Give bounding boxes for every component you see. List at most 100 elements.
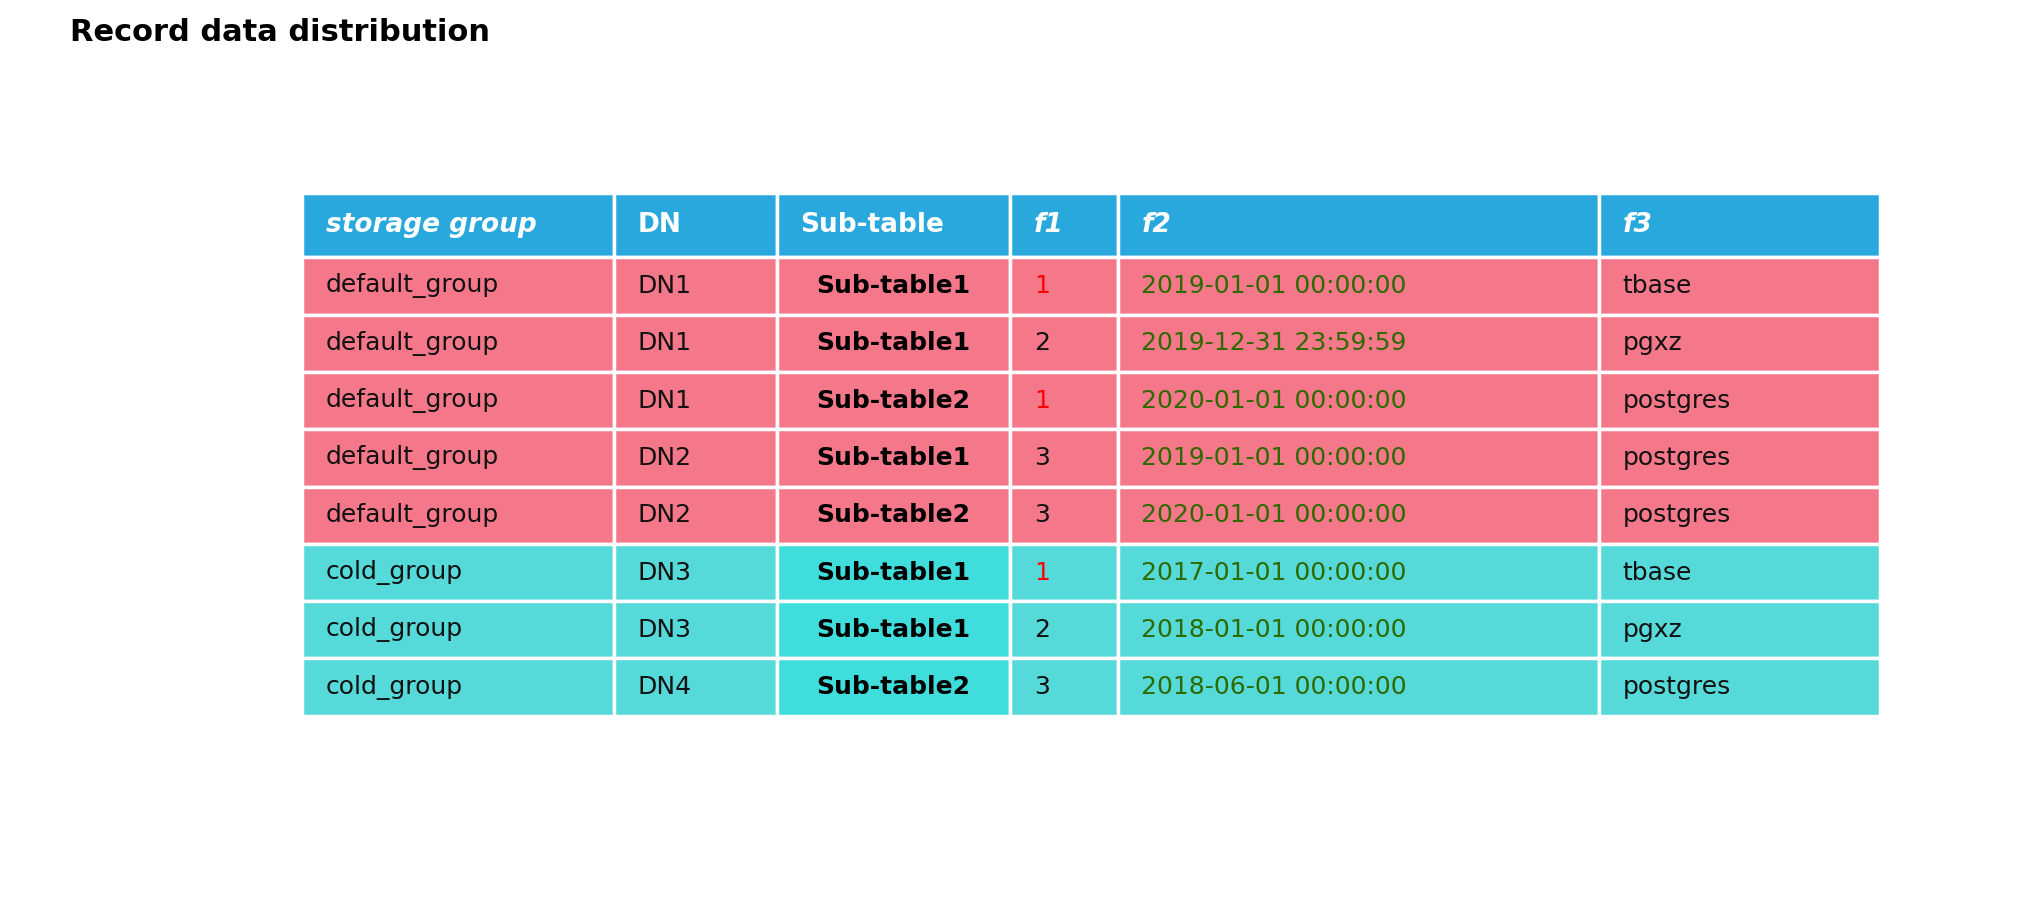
Bar <box>1598 192 1879 257</box>
Bar <box>778 314 1010 372</box>
Text: cold_group: cold_group <box>326 617 462 642</box>
Bar <box>778 658 1010 716</box>
Text: Sub-table2: Sub-table2 <box>816 676 971 699</box>
Text: 2019-12-31 23:59:59: 2019-12-31 23:59:59 <box>1142 331 1407 355</box>
Bar <box>301 429 615 487</box>
Bar <box>1118 601 1598 658</box>
Text: DN1: DN1 <box>637 274 692 298</box>
Text: DN2: DN2 <box>637 503 692 528</box>
Text: Record data distribution: Record data distribution <box>69 18 491 47</box>
Text: Sub-table2: Sub-table2 <box>816 389 971 412</box>
Bar <box>301 658 615 716</box>
Bar <box>1010 257 1118 314</box>
Bar <box>1010 192 1118 257</box>
Bar <box>615 544 778 601</box>
Bar <box>1118 257 1598 314</box>
Text: postgres: postgres <box>1623 446 1731 469</box>
Bar <box>1118 487 1598 544</box>
Bar <box>1598 658 1879 716</box>
Bar <box>1598 601 1879 658</box>
Bar <box>301 601 615 658</box>
Bar <box>778 192 1010 257</box>
Text: postgres: postgres <box>1623 676 1731 699</box>
Text: 3: 3 <box>1034 676 1051 699</box>
Text: default_group: default_group <box>326 445 499 470</box>
Text: DN3: DN3 <box>637 560 692 585</box>
Text: DN3: DN3 <box>637 617 692 642</box>
Text: Sub-table2: Sub-table2 <box>816 503 971 528</box>
Text: DN: DN <box>637 212 682 238</box>
Text: 2018-01-01 00:00:00: 2018-01-01 00:00:00 <box>1142 617 1407 642</box>
Text: Sub-table1: Sub-table1 <box>816 274 971 298</box>
Text: 2019-01-01 00:00:00: 2019-01-01 00:00:00 <box>1142 446 1407 469</box>
Bar <box>1598 314 1879 372</box>
Text: tbase: tbase <box>1623 274 1692 298</box>
Text: DN1: DN1 <box>637 389 692 412</box>
Bar <box>615 601 778 658</box>
Text: cold_group: cold_group <box>326 560 462 585</box>
Bar <box>1010 658 1118 716</box>
Text: 3: 3 <box>1034 446 1051 469</box>
Bar <box>615 192 778 257</box>
Text: Sub-table1: Sub-table1 <box>816 446 971 469</box>
Text: f3: f3 <box>1623 212 1653 238</box>
Bar <box>1598 544 1879 601</box>
Bar <box>778 257 1010 314</box>
Text: DN2: DN2 <box>637 446 692 469</box>
Text: pgxz: pgxz <box>1623 331 1682 355</box>
Bar <box>1118 192 1598 257</box>
Bar <box>778 601 1010 658</box>
Bar <box>1118 372 1598 429</box>
Bar <box>778 487 1010 544</box>
Bar <box>1118 314 1598 372</box>
Text: 2017-01-01 00:00:00: 2017-01-01 00:00:00 <box>1142 560 1407 585</box>
Text: default_group: default_group <box>326 503 499 528</box>
Bar <box>1118 429 1598 487</box>
Bar <box>1010 314 1118 372</box>
Text: 2020-01-01 00:00:00: 2020-01-01 00:00:00 <box>1142 389 1407 412</box>
Bar <box>1598 372 1879 429</box>
Text: 2018-06-01 00:00:00: 2018-06-01 00:00:00 <box>1142 676 1407 699</box>
Text: DN1: DN1 <box>637 331 692 355</box>
Bar <box>1010 372 1118 429</box>
Text: Sub-table1: Sub-table1 <box>816 617 971 642</box>
Bar <box>615 658 778 716</box>
Text: 2: 2 <box>1034 617 1051 642</box>
Text: tbase: tbase <box>1623 560 1692 585</box>
Bar <box>1598 257 1879 314</box>
Bar <box>301 544 615 601</box>
Bar <box>301 487 615 544</box>
Text: storage group: storage group <box>326 212 535 238</box>
Bar <box>615 314 778 372</box>
Bar <box>301 314 615 372</box>
Bar <box>615 487 778 544</box>
Text: DN4: DN4 <box>637 676 692 699</box>
Bar <box>301 372 615 429</box>
Bar <box>615 429 778 487</box>
Bar <box>301 257 615 314</box>
Text: pgxz: pgxz <box>1623 617 1682 642</box>
Text: 1: 1 <box>1034 274 1051 298</box>
Bar <box>778 544 1010 601</box>
Text: default_group: default_group <box>326 273 499 299</box>
Text: Sub-table: Sub-table <box>800 212 945 238</box>
Bar <box>301 192 615 257</box>
Bar <box>615 372 778 429</box>
Text: 2019-01-01 00:00:00: 2019-01-01 00:00:00 <box>1142 274 1407 298</box>
Bar <box>778 429 1010 487</box>
Text: 3: 3 <box>1034 503 1051 528</box>
Text: cold_group: cold_group <box>326 675 462 700</box>
Text: default_group: default_group <box>326 388 499 413</box>
Text: 1: 1 <box>1034 560 1051 585</box>
Text: 2: 2 <box>1034 331 1051 355</box>
Text: Sub-table1: Sub-table1 <box>816 331 971 355</box>
Bar <box>778 372 1010 429</box>
Text: default_group: default_group <box>326 331 499 356</box>
Bar <box>1598 429 1879 487</box>
Text: f1: f1 <box>1034 212 1065 238</box>
Text: postgres: postgres <box>1623 503 1731 528</box>
Bar <box>1598 487 1879 544</box>
Bar <box>1118 658 1598 716</box>
Bar <box>1010 429 1118 487</box>
Text: 2020-01-01 00:00:00: 2020-01-01 00:00:00 <box>1142 503 1407 528</box>
